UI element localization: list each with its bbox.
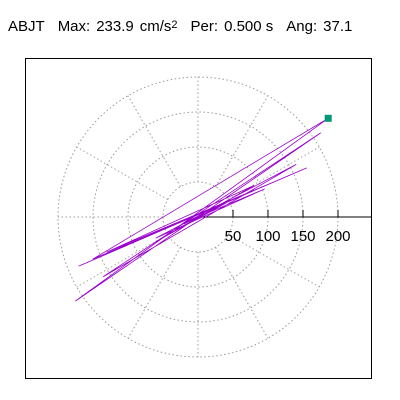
max-unit-exponent: 2 xyxy=(171,19,178,31)
angle-label: Ang: xyxy=(286,18,318,35)
plot-frame xyxy=(25,58,372,379)
acceleration-trace xyxy=(75,114,332,302)
radial-tick-label-50: 50 xyxy=(225,228,242,245)
period-value: 0.500 s xyxy=(224,18,274,35)
radial-tick-label-150: 150 xyxy=(290,228,315,245)
max-unit: cm/s xyxy=(139,18,172,35)
max-label: Max: xyxy=(57,18,91,35)
grid-spoke-120 xyxy=(127,95,181,187)
station-code: ABJT xyxy=(8,18,45,35)
radial-tick-label-100: 100 xyxy=(255,228,280,245)
grid-spoke-300 xyxy=(215,247,269,339)
grid-spoke-330 xyxy=(228,234,320,288)
trace-line xyxy=(75,117,329,302)
peak-marker xyxy=(324,114,332,122)
radial-tick-label-200: 200 xyxy=(325,228,350,245)
angle-value: 37.1 xyxy=(323,18,353,35)
radial-axis xyxy=(198,210,371,218)
radial-tick-labels: 50 100 150 200 xyxy=(225,228,351,245)
period-label: Per: xyxy=(190,18,219,35)
chart-title: ABJT Max: 233.9 cm/s2 Per: 0.500 s Ang: 37.1 xyxy=(8,18,352,37)
grid-spoke-30 xyxy=(228,146,320,200)
max-value: 233.9 xyxy=(96,18,134,35)
grid-spoke-150 xyxy=(76,146,168,200)
grid-spoke-60 xyxy=(215,95,269,187)
grid-spoke-210 xyxy=(76,234,168,288)
grid-spoke-240 xyxy=(127,247,181,339)
